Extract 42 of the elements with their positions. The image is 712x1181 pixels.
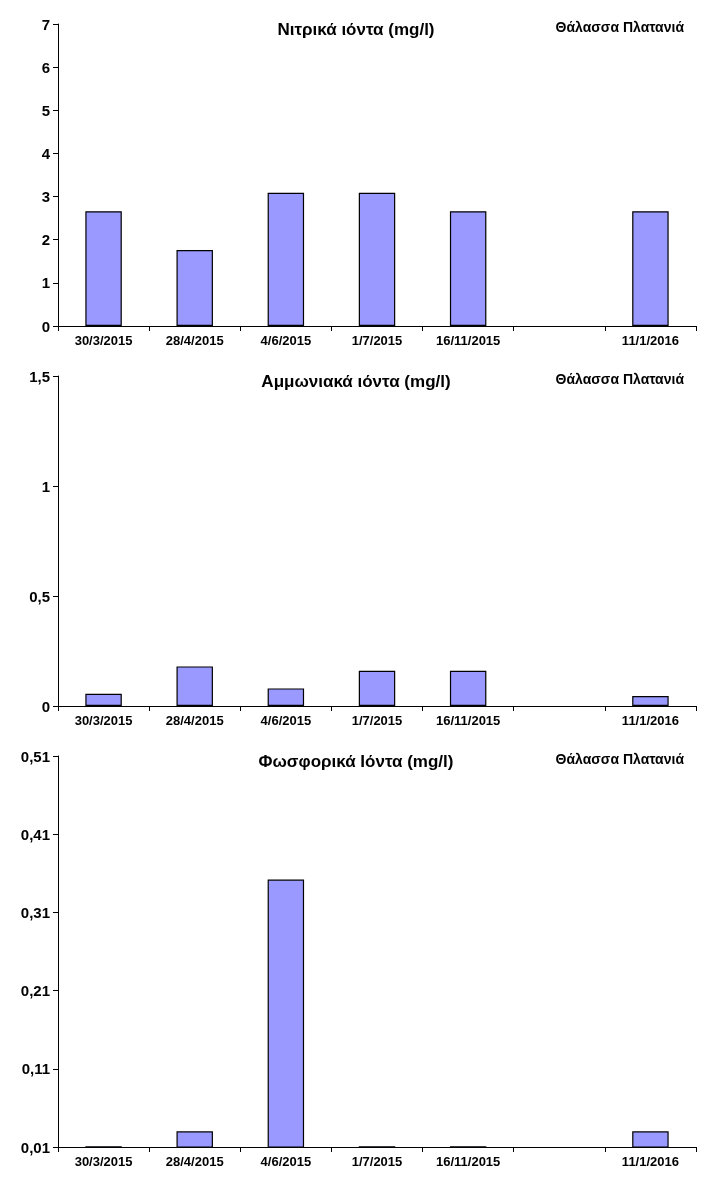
annotation: Θάλασσα Πλατανιά [555,751,685,767]
y-tick-label: 5 [41,101,50,119]
x-tick-label: 16/11/2015 [435,713,501,728]
y-tick-label: 7 [41,15,50,33]
x-tick-label: 30/3/2015 [74,333,133,348]
annotation: Θάλασσα Πλατανιά [555,19,685,35]
x-tick-label: 11/1/2016 [621,713,679,728]
x-tick-label: 28/4/2015 [165,333,224,348]
y-tick-label: 0 [41,697,50,715]
x-tick-label: 28/4/2015 [165,713,224,728]
chart-title: Νιτρικά ιόντα (mg/l) [277,20,435,39]
y-tick-label: 3 [41,188,50,206]
x-tick-label: 11/1/2016 [621,1154,679,1169]
y-tick-label: 0,31 [20,903,50,921]
x-tick-label: 4/6/2015 [260,713,312,728]
x-tick-label: 30/3/2015 [74,1154,133,1169]
x-tick-label: 1/7/2015 [351,333,403,348]
chart-title: Φωσφορικά Ιόντα (mg/l) [258,752,454,771]
y-tick-label: 0 [41,317,50,335]
y-tick-label: 0,51 [20,747,50,765]
x-tick-label: 16/11/2015 [435,1154,501,1169]
x-tick-label: 4/6/2015 [260,1154,312,1169]
y-tick-label: 0,5 [29,587,50,605]
x-tick-label: 16/11/2015 [435,333,501,348]
chart-title: Αμμωνιακά ιόντα (mg/l) [261,372,451,391]
y-tick-label: 0,41 [20,825,50,843]
y-tick-label: 2 [41,231,50,249]
x-tick-label: 1/7/2015 [351,1154,403,1169]
x-tick-label: 11/1/2016 [621,333,679,348]
y-tick-label: 0,21 [20,982,50,1000]
y-tick-label: 0,11 [21,1060,50,1078]
x-tick-label: 4/6/2015 [260,333,312,348]
x-tick-label: 30/3/2015 [74,713,133,728]
y-tick-label: 1,5 [29,367,50,385]
y-tick-label: 0,01 [20,1138,50,1156]
y-tick-label: 1 [41,477,50,495]
y-tick-label: 6 [41,58,50,76]
annotation: Θάλασσα Πλατανιά [555,371,685,387]
x-tick-label: 28/4/2015 [165,1154,224,1169]
y-tick-label: 1 [41,274,50,292]
y-tick-label: 4 [41,144,51,162]
x-tick-label: 1/7/2015 [351,713,403,728]
